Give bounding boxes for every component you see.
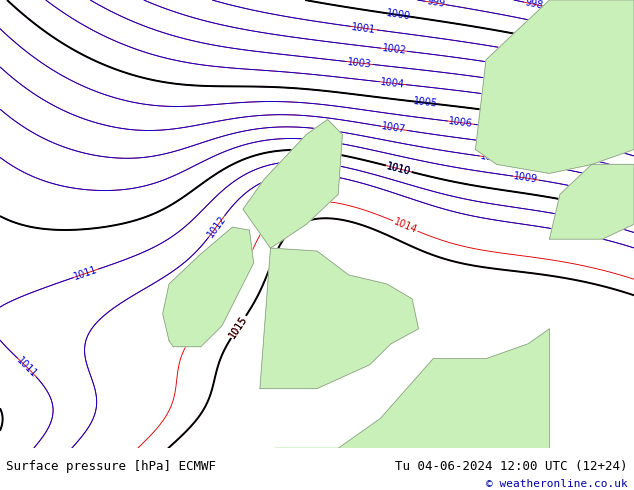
Text: Surface pressure [hPa] ECMWF: Surface pressure [hPa] ECMWF [6,460,216,473]
Text: 1007: 1007 [381,122,407,135]
Text: 1010: 1010 [385,161,412,176]
Text: 997: 997 [590,0,611,11]
Polygon shape [260,248,418,389]
Polygon shape [476,0,634,173]
Polygon shape [550,165,634,239]
Polygon shape [243,120,342,248]
Text: 1006: 1006 [448,116,474,129]
Text: 1004: 1004 [380,77,405,90]
Text: 1014: 1014 [392,217,418,235]
Text: 999: 999 [426,0,446,9]
Polygon shape [163,227,254,347]
Text: 1012: 1012 [205,214,228,239]
Text: 998: 998 [524,0,544,11]
Text: Tu 04-06-2024 12:00 UTC (12+24): Tu 04-06-2024 12:00 UTC (12+24) [395,460,628,473]
Text: 1010: 1010 [385,161,412,176]
Text: 1011: 1011 [73,265,99,282]
Polygon shape [275,329,550,448]
Text: 1002: 1002 [381,43,407,56]
Text: 1005: 1005 [413,97,439,109]
Text: 1009: 1009 [513,171,539,185]
Text: 1000: 1000 [385,8,411,22]
Text: 1011: 1011 [15,355,39,380]
Text: 1008: 1008 [480,151,505,165]
Text: 1015: 1015 [228,314,250,340]
Text: © weatheronline.co.uk: © weatheronline.co.uk [486,479,628,489]
Text: 1001: 1001 [351,22,377,35]
Text: 1015: 1015 [228,314,250,340]
Text: 1003: 1003 [347,57,372,69]
